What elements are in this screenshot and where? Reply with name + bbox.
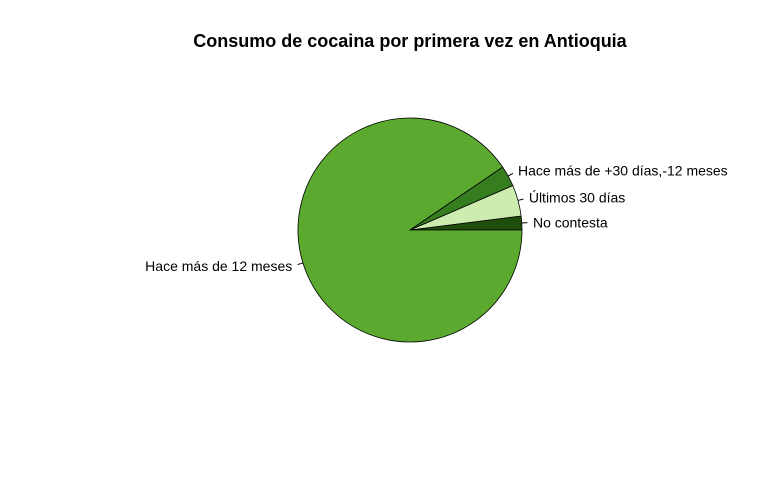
label-leader-line: [297, 262, 304, 266]
pie-slice-label: Hace más de 12 meses: [145, 258, 292, 274]
chart-title: Consumo de cocaina por primera vez en An…: [193, 31, 627, 51]
pie-labels: No contesta Últimos 30 días Hace más de +3…: [145, 163, 728, 275]
pie-slice-label: Hace más de +30 días,-12 meses: [518, 163, 728, 179]
pie-slice-label: No contesta: [533, 214, 608, 230]
label-leader-line: [517, 198, 524, 201]
pie-slices: [297, 117, 523, 343]
label-leader-line: [507, 172, 514, 177]
pie-slice: [297, 117, 523, 343]
pie-slice-label: Últimos 30 días: [529, 189, 625, 205]
